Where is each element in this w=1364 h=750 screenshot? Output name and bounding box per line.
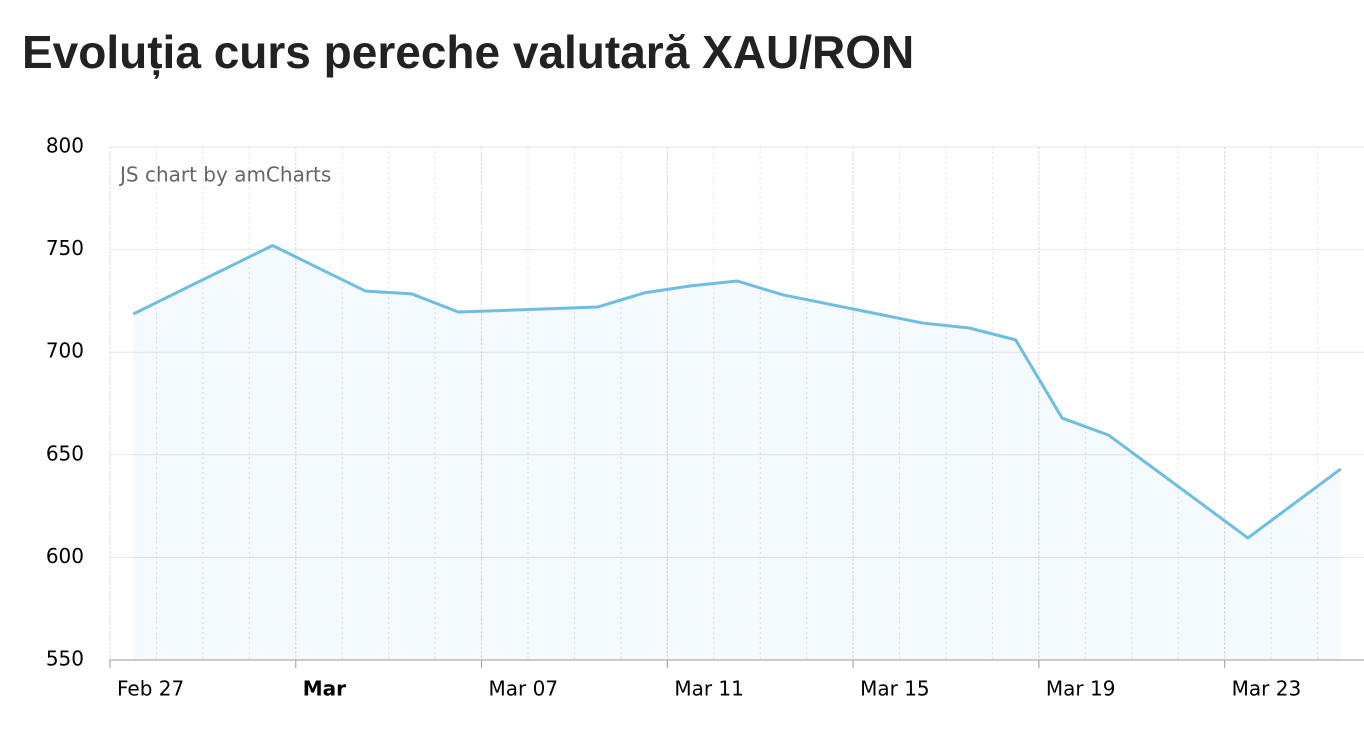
line [132, 243, 1342, 540]
credit: JS chart by amCharts [118, 163, 331, 187]
y-tick-label: 550 [46, 647, 84, 671]
y-tick-label: 750 [46, 236, 84, 260]
y-tick-label: 700 [46, 339, 84, 363]
y-tick-label: 800 [46, 134, 84, 158]
x-tick-label: Mar 19 [1046, 677, 1116, 701]
area [133, 245, 1341, 660]
x-tick-label: Mar 11 [674, 677, 744, 701]
x-tick-label: Mar 15 [860, 677, 930, 701]
x-tick-label: Feb 27 [117, 677, 184, 701]
y-tick-label: 650 [46, 441, 84, 465]
y-tick-label: 600 [46, 544, 84, 568]
x-tick-label: Mar 07 [489, 677, 559, 701]
chart-title: Evoluția curs pereche valutară XAU/RON [22, 26, 914, 79]
x-tick-label: Mar 23 [1232, 677, 1302, 701]
x-tick-label: Mar [303, 677, 346, 701]
